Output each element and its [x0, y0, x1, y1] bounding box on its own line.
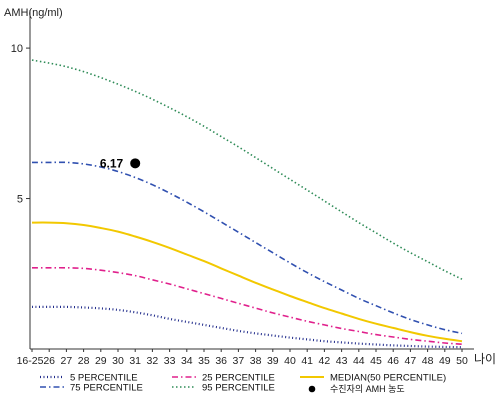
x-tick-label: 40	[284, 355, 296, 367]
x-tick-label: 37	[233, 355, 245, 367]
legend-label: 5 PERCENTILE	[70, 373, 138, 384]
y-tick-label: 5	[17, 194, 23, 206]
legend-label: 75 PERCENTILE	[70, 383, 143, 394]
x-tick-label: 26	[43, 355, 55, 367]
x-tick-label: 45	[370, 355, 382, 367]
y-axis-label: AMH(ng/ml)	[4, 7, 63, 19]
x-tick-label: 30	[112, 355, 124, 367]
patient-amh-value-label: 6.17	[100, 156, 124, 170]
series-line-25-percentile	[32, 266, 463, 345]
x-tick-label: 28	[78, 355, 90, 367]
x-tick-label: 42	[319, 355, 331, 367]
x-tick-label: 27	[61, 355, 73, 367]
x-tick-label: 41	[301, 355, 313, 367]
x-tick-label: 47	[405, 355, 417, 367]
x-axis-label: 나이	[474, 352, 496, 366]
x-tick-label: 39	[267, 355, 279, 367]
x-tick-label: 35	[198, 355, 210, 367]
x-tick-label: 36	[215, 355, 227, 367]
x-tick-label: 34	[181, 355, 193, 367]
series-line-75-percentile	[31, 161, 463, 335]
x-tick-label: 48	[422, 355, 434, 367]
x-tick-label: 31	[129, 355, 141, 367]
x-tick-label: 32	[147, 355, 159, 367]
x-tick-label: 46	[387, 355, 399, 367]
x-tick-label: 49	[439, 355, 451, 367]
x-tick-label: 16-25	[17, 355, 44, 367]
series-line-median-50-percentile	[31, 221, 463, 343]
x-tick-label: 50	[456, 355, 468, 367]
patient-amh-point	[130, 158, 141, 169]
y-tick-label: 10	[11, 43, 23, 55]
series-line-5-percentile	[31, 305, 463, 349]
legend-label: 95 PERCENTILE	[202, 383, 275, 394]
x-tick-label: 33	[164, 355, 176, 367]
legend-point-swatch	[308, 385, 316, 393]
x-tick-label: 29	[95, 355, 107, 367]
x-tick-label: 43	[336, 355, 348, 367]
x-tick-label: 44	[353, 355, 365, 367]
legend-label: 수진자의 AMH 농도	[330, 384, 405, 394]
legend-label: MEDIAN(50 PERCENTILE)	[330, 373, 446, 384]
x-tick-label: 38	[250, 355, 262, 367]
legend-label: 25 PERCENTILE	[202, 373, 275, 384]
series-line-95-percentile	[31, 59, 463, 280]
